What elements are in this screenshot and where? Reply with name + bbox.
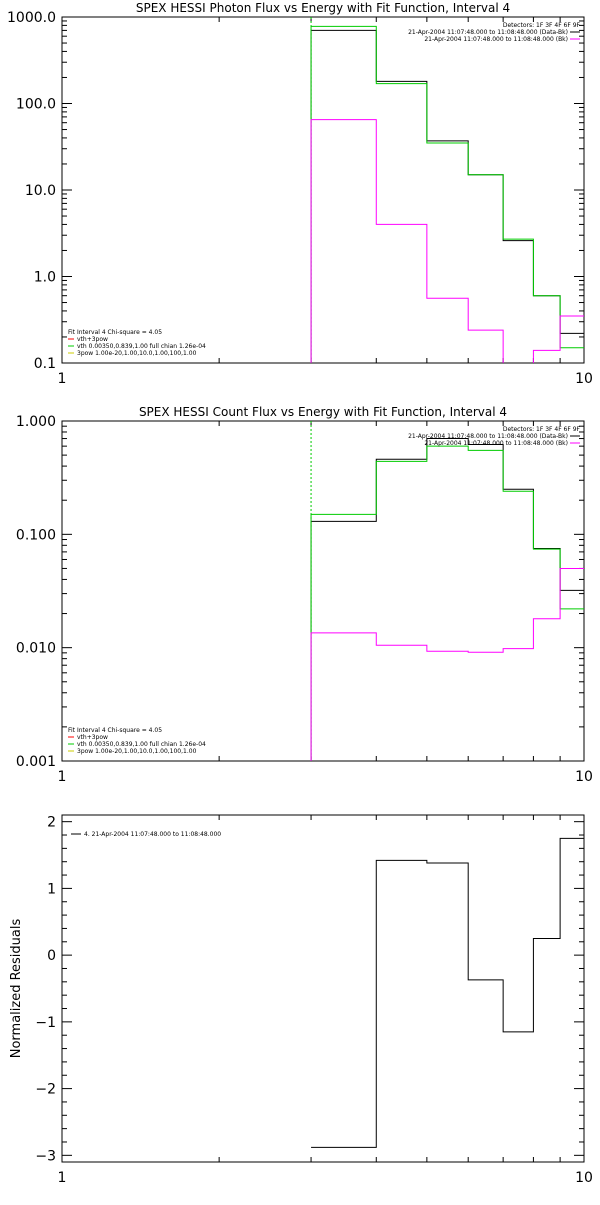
legend-entry: vth+3pow bbox=[77, 336, 108, 343]
y-tick-label: 100.0 bbox=[16, 97, 56, 113]
series-line-3 bbox=[310, 567, 584, 761]
legend-entry: 21-Apr-2004 11:07:48.000 to 11:08:48.000… bbox=[408, 29, 568, 36]
plot-frame bbox=[61, 814, 585, 1163]
x-tick-label: 10 bbox=[575, 1170, 593, 1186]
x-tick-label: 10 bbox=[575, 769, 593, 785]
y-tick-label: 0.001 bbox=[16, 754, 56, 770]
legend-entry: 21-Apr-2004 11:07:48.000 to 11:08:48.000… bbox=[424, 36, 568, 43]
chart-panel-3: 1 10 −3 −2 −1 0 1 2 Normalized Residuals 4. 21-Ap… bbox=[9, 814, 593, 1186]
y-tick-label: 2 bbox=[47, 815, 56, 831]
legend-entry: 3pow 1.00e-20,1.00,10.0,1.00,100,1.00 bbox=[77, 350, 197, 357]
legend-entry: vth+3pow bbox=[77, 734, 108, 741]
legend-entry: Fit Interval 4 Chi-square = 4.05 bbox=[68, 329, 162, 336]
x-tick-label: 1 bbox=[58, 769, 67, 785]
y-tick-label: −1 bbox=[35, 1015, 56, 1031]
legend-entry: 4. 21-Apr-2004 11:07:48.000 to 11:08:48.… bbox=[84, 831, 221, 838]
y-tick-label: 1 bbox=[47, 881, 56, 897]
y-tick-label: 10.0 bbox=[25, 183, 56, 199]
series-line-2 bbox=[310, 445, 584, 761]
y-tick-label: 0.010 bbox=[16, 641, 56, 657]
y-tick-label: 0.100 bbox=[16, 527, 56, 543]
legend-entry: vth 0.00350,0.839,1.00 full chian 1.26e-… bbox=[77, 741, 206, 748]
plot-frame bbox=[61, 16, 585, 364]
y-tick-label: 1000.0 bbox=[7, 10, 56, 26]
chart-title: SPEX HESSI Photon Flux vs Energy with Fi… bbox=[136, 1, 510, 15]
y-tick-label: 1.0 bbox=[34, 270, 56, 286]
series-line-1 bbox=[310, 29, 584, 363]
series-line-3 bbox=[310, 119, 584, 363]
legend-entry: Detectors: 1F 3F 4F 6F 9F bbox=[503, 22, 581, 29]
legend-entry: 21-Apr-2004 11:07:48.000 to 11:08:48.000… bbox=[424, 440, 568, 447]
series-line-2 bbox=[310, 25, 584, 363]
y-tick-label: 0 bbox=[47, 948, 56, 964]
legend-entry: 21-Apr-2004 11:07:48.000 to 11:08:48.000… bbox=[408, 433, 568, 440]
legend-entry: vth 0.00350,0.839,1.00 full chian 1.26e-… bbox=[77, 343, 206, 350]
legend-entry: Detectors: 1F 3F 4F 6F 9F bbox=[503, 426, 581, 433]
x-tick-label: 1 bbox=[58, 371, 67, 387]
legend-entry: 3pow 1.00e-20,1.00,10.0,1.00,100,1.00 bbox=[77, 748, 197, 755]
y-axis-label: Normalized Residuals bbox=[9, 919, 24, 1059]
y-tick-label: 1.000 bbox=[16, 414, 56, 430]
y-tick-label: −3 bbox=[35, 1148, 56, 1164]
series-line-1 bbox=[311, 837, 584, 1148]
x-tick-label: 10 bbox=[575, 371, 593, 387]
chart-title: SPEX HESSI Count Flux vs Energy with Fit… bbox=[139, 405, 507, 419]
plot-frame bbox=[61, 420, 585, 762]
y-tick-label: −2 bbox=[35, 1082, 56, 1098]
chart-panel-2: SPEX HESSI Count Flux vs Energy with Fit… bbox=[16, 405, 593, 785]
series-line-1 bbox=[310, 438, 584, 761]
y-tick-label: 0.1 bbox=[34, 356, 56, 372]
chart-panel-1: SPEX HESSI Photon Flux vs Energy with Fi… bbox=[7, 1, 593, 387]
x-tick-label: 1 bbox=[58, 1170, 67, 1186]
legend-entry: Fit Interval 4 Chi-square = 4.05 bbox=[68, 727, 162, 734]
